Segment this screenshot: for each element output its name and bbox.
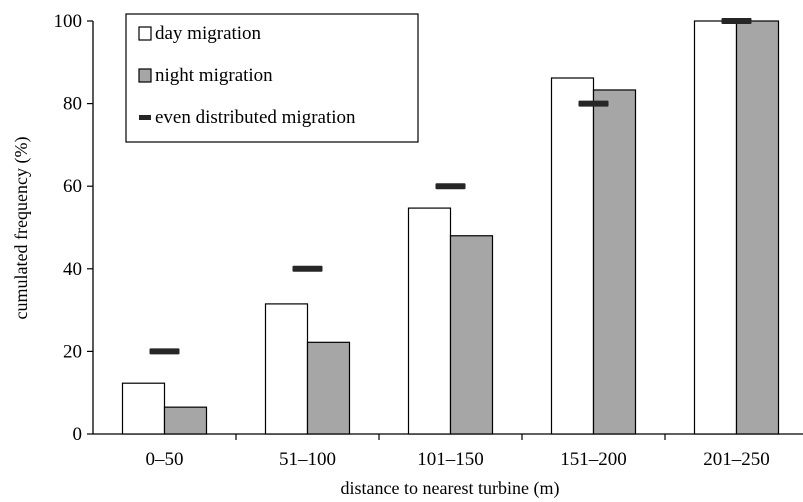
legend-swatch-even: [139, 115, 151, 120]
y-tick-label: 100: [54, 11, 83, 32]
x-tick-label: 101–150: [417, 449, 484, 470]
y-tick-label: 60: [63, 176, 82, 197]
legend-box: [125, 13, 419, 143]
bar-day-migration: [550, 77, 595, 435]
marker-even-distribution: [149, 348, 180, 355]
bar-night-migration: [592, 89, 637, 435]
bar-day-migration: [121, 382, 166, 435]
bars: [121, 20, 780, 435]
x-tick-label: 51–100: [279, 449, 336, 470]
x-tick-label: 201–250: [703, 449, 770, 470]
marker-even-distribution: [435, 183, 466, 190]
even-distribution-markers: [149, 18, 752, 355]
legend-swatch-night: [138, 68, 152, 83]
legend-label-day: day migration: [155, 23, 262, 44]
x-tick-label: 151–200: [560, 449, 627, 470]
y-tick-label: 20: [63, 341, 82, 362]
marker-even-distribution: [721, 18, 752, 24]
y-tick-label: 80: [63, 94, 82, 115]
y-tick-label: 40: [63, 259, 82, 280]
tick-labels: 0 20 40 60 80 100 0–50 51–100 101–150 151–200 201–…: [54, 11, 770, 470]
x-tick-label: 0–50: [146, 449, 184, 470]
y-axis-title: cumulated frequency (%): [11, 137, 32, 320]
legend: day migration night migration even distr…: [125, 13, 419, 143]
bar-night-migration: [163, 406, 208, 435]
bar-day-migration: [264, 303, 309, 435]
x-axis-title: distance to nearest turbine (m): [341, 478, 560, 499]
y-tick-label: 0: [73, 424, 83, 445]
legend-label-even: even distributed migration: [155, 107, 356, 128]
bar-night-migration: [735, 20, 780, 435]
legend-label-night: night migration: [155, 65, 273, 86]
marker-even-distribution: [578, 100, 609, 107]
bar-day-migration: [407, 207, 452, 435]
bar-night-migration: [306, 341, 351, 435]
bar-night-migration: [449, 235, 494, 435]
legend-swatch-day: [138, 26, 152, 41]
marker-even-distribution: [292, 265, 323, 272]
bar-day-migration: [693, 20, 738, 435]
